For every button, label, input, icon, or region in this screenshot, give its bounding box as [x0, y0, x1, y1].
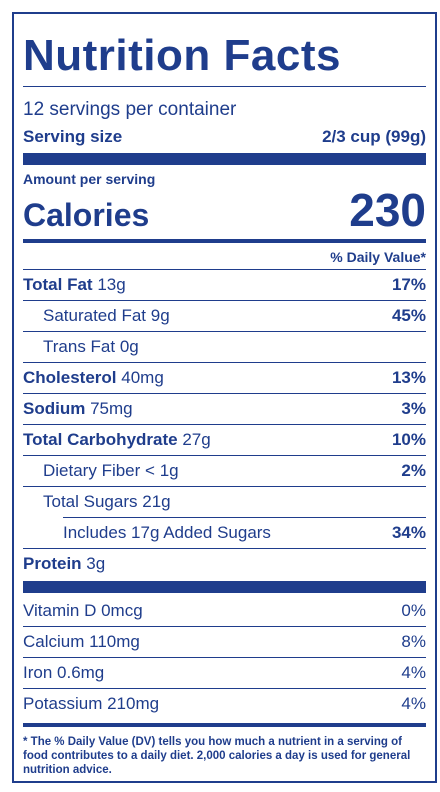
- divider: [23, 269, 426, 270]
- divider-thick: [23, 581, 426, 593]
- nutrient-name: Total Carbohydrate: [23, 430, 178, 449]
- nutrient-text: Total Carbohydrate 27g: [23, 430, 211, 450]
- label-title: Nutrition Facts: [23, 31, 341, 80]
- nutrient-amount: 3g: [86, 554, 106, 573]
- divider-medium: [23, 723, 426, 727]
- nutrient-name: Protein: [23, 554, 82, 573]
- nutrient-dv: 17%: [391, 275, 426, 294]
- nutrient-name: Cholesterol: [23, 368, 117, 387]
- nutrient-amount: 75mg: [90, 399, 133, 418]
- nutrient-amount: < 1g: [145, 461, 179, 480]
- footnote: * The % Daily Value (DV) tells you how m…: [23, 736, 411, 776]
- serving-size-value: 2/3 cup (99g): [322, 127, 426, 146]
- nutrient-amount: 27g: [182, 430, 211, 449]
- nutrient-row-dietary-fiber: Dietary Fiber < 1g 2%: [23, 456, 426, 486]
- nutrient-text: Trans Fat 0g: [43, 337, 139, 357]
- vitamin-dv: 4%: [401, 663, 426, 682]
- nutrient-text: Total Fat 13g: [23, 275, 126, 295]
- nutrient-dv: 45%: [391, 306, 426, 325]
- nutrient-dv: 34%: [391, 523, 426, 542]
- nutrient-row-total-carbohydrate: Total Carbohydrate 27g 10%: [23, 425, 426, 455]
- vitamin-row-potassium: Potassium 210mg 4%: [23, 689, 426, 719]
- divider: [23, 331, 426, 332]
- nutrient-amount: 21g: [142, 492, 171, 511]
- divider-medium: [23, 239, 426, 243]
- divider-thick: [23, 153, 426, 165]
- nutrient-dv: 2%: [401, 461, 426, 480]
- nutrient-dv: 3%: [401, 399, 426, 418]
- nutrient-row-saturated-fat: Saturated Fat 9g 45%: [23, 301, 426, 331]
- nutrient-dv: 10%: [391, 430, 426, 449]
- divider: [63, 517, 426, 518]
- nutrient-row-cholesterol: Cholesterol 40mg 13%: [23, 363, 426, 393]
- nutrient-amount: 40mg: [121, 368, 164, 387]
- nutrient-name: Saturated Fat: [43, 306, 147, 325]
- nutrient-row-total-sugars: Total Sugars 21g: [23, 487, 426, 517]
- vitamin-row-vitamin-d: Vitamin D 0mcg 0%: [23, 596, 426, 626]
- serving-size-label: Serving size: [23, 127, 123, 146]
- amount-per-serving: Amount per serving: [23, 171, 156, 187]
- nutrient-row-total-fat: Total Fat 13g 17%: [23, 270, 426, 300]
- daily-value-header: % Daily Value*: [330, 249, 426, 265]
- divider: [23, 424, 426, 425]
- nutrient-row-trans-fat: Trans Fat 0g: [23, 332, 426, 362]
- nutrient-name: Dietary Fiber: [43, 461, 141, 480]
- nutrient-text: Total Sugars 21g: [43, 492, 171, 512]
- nutrient-row-added-sugars: Includes 17g Added Sugars 34%: [23, 518, 426, 548]
- nutrient-row-sodium: Sodium 75mg 3%: [23, 394, 426, 424]
- calories-label: Calories: [23, 197, 150, 233]
- nutrient-text: Includes 17g Added Sugars: [63, 523, 271, 543]
- vitamin-row-iron: Iron 0.6mg 4%: [23, 658, 426, 688]
- calories-value: 230: [349, 184, 426, 236]
- vitamin-dv: 0%: [401, 601, 426, 620]
- nutrient-text: Saturated Fat 9g: [43, 306, 170, 326]
- divider: [23, 657, 426, 658]
- vitamin-label: Vitamin D 0mcg: [23, 601, 143, 620]
- vitamin-label: Potassium 210mg: [23, 694, 160, 713]
- divider: [23, 626, 426, 627]
- serving-size-row: Serving size 2/3 cup (99g): [23, 127, 426, 147]
- divider: [23, 362, 426, 363]
- nutrient-amount: 9g: [150, 306, 170, 325]
- divider: [23, 393, 426, 394]
- vitamin-label: Iron 0.6mg: [23, 663, 105, 682]
- nutrient-text: Cholesterol 40mg: [23, 368, 164, 388]
- nutrient-text: Dietary Fiber < 1g: [43, 461, 179, 481]
- nutrient-name: Sodium: [23, 399, 86, 418]
- divider: [23, 548, 426, 549]
- nutrient-text: Sodium 75mg: [23, 399, 133, 419]
- nutrient-name: Total Fat: [23, 275, 93, 294]
- nutrient-name: Total Sugars: [43, 492, 138, 511]
- vitamin-dv: 8%: [401, 632, 426, 651]
- nutrient-dv: 13%: [391, 368, 426, 387]
- calories-row: Calories 230: [23, 185, 426, 235]
- nutrient-amount: 13g: [97, 275, 126, 294]
- nutrient-name: Trans Fat: [43, 337, 116, 356]
- nutrient-name: Includes 17g Added Sugars: [63, 523, 271, 542]
- divider: [23, 688, 426, 689]
- nutrient-amount: 0g: [119, 337, 139, 356]
- nutrient-text: Protein 3g: [23, 554, 105, 574]
- servings-per-container: 12 servings per container: [23, 99, 237, 120]
- divider: [23, 455, 426, 456]
- nutrient-row-protein: Protein 3g: [23, 549, 426, 579]
- divider: [23, 486, 426, 487]
- vitamin-label: Calcium 110mg: [23, 632, 140, 651]
- divider: [23, 86, 426, 87]
- vitamin-row-calcium: Calcium 110mg 8%: [23, 627, 426, 657]
- nutrition-facts-label: Nutrition Facts 12 servings per containe…: [12, 12, 437, 783]
- divider: [23, 300, 426, 301]
- vitamin-dv: 4%: [401, 694, 426, 713]
